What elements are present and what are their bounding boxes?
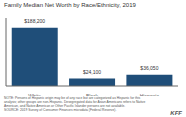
svg-text:$24,100: $24,100 [83,69,101,75]
html-text:KFF: KFF [170,110,182,116]
svg-text:Hispanic: Hispanic [140,93,160,96]
html-text:Family Median Net Worth by Rac: Family Median Net Worth by Race/Ethnicit… [4,2,136,8]
html-text:NOTE: Persons of Hispanic orig: NOTE: Persons of Hispanic origin may be … [4,96,141,100]
svg-text:White: White [28,93,41,96]
svg-text:Black: Black [86,93,99,96]
html-text:American, and Native American: American, and Native American or Other P… [4,104,126,108]
svg-text:$36,050: $36,050 [140,65,158,71]
html-text:analysis; other groups are non: analysis; other groups are non-Hispanic.… [4,100,146,104]
svg-text:$188,200: $188,200 [24,18,45,24]
html-text:SOURCE: 2019 Survey of Consume: SOURCE: 2019 Survey of Consumer Finances… [4,108,117,112]
